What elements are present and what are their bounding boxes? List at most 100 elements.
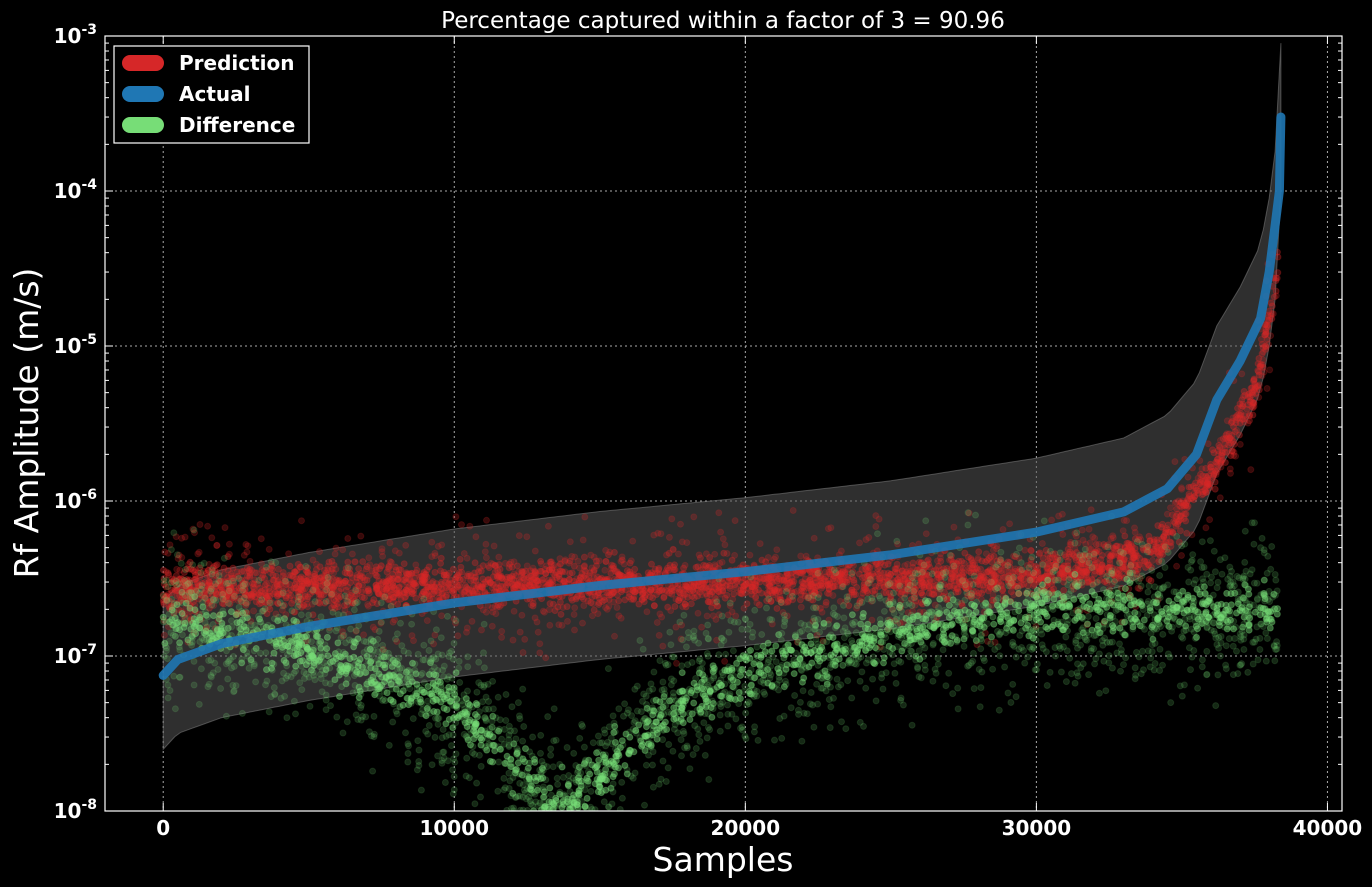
- prediction-point: [459, 576, 467, 583]
- prediction-point: [930, 590, 938, 598]
- prediction-point: [1026, 574, 1034, 582]
- prediction-point: [572, 595, 580, 603]
- prediction-point: [261, 598, 269, 606]
- difference-point: [901, 594, 909, 602]
- prediction-point: [613, 591, 621, 599]
- difference-point: [495, 758, 503, 766]
- prediction-point: [899, 572, 907, 580]
- prediction-point: [438, 612, 446, 620]
- difference-point: [392, 635, 399, 643]
- prediction-point: [824, 580, 832, 588]
- prediction-point: [1178, 552, 1185, 559]
- prediction-point: [588, 564, 596, 572]
- difference-point: [1033, 666, 1040, 674]
- difference-point: [615, 705, 623, 713]
- difference-point: [208, 566, 216, 574]
- prediction-point: [723, 550, 731, 557]
- prediction-point: [1130, 553, 1138, 561]
- difference-point: [1052, 652, 1059, 660]
- prediction-point: [593, 573, 601, 581]
- difference-point: [1015, 544, 1023, 552]
- difference-point: [680, 611, 688, 619]
- difference-point: [724, 710, 732, 718]
- prediction-point: [274, 578, 282, 586]
- prediction-point: [1259, 356, 1267, 364]
- difference-point: [324, 574, 332, 581]
- prediction-point: [481, 548, 489, 556]
- prediction-point: [341, 569, 349, 577]
- prediction-point: [395, 549, 403, 557]
- prediction-point: [1266, 366, 1274, 374]
- difference-point: [1216, 652, 1224, 660]
- prediction-point: [1263, 336, 1271, 343]
- prediction-point: [221, 524, 229, 532]
- difference-point: [1102, 687, 1110, 695]
- prediction-point: [681, 561, 689, 569]
- prediction-point: [1065, 571, 1073, 579]
- difference-point: [463, 754, 471, 762]
- difference-point: [434, 720, 442, 728]
- prediction-point: [351, 558, 359, 566]
- prediction-point: [1150, 540, 1158, 548]
- difference-point: [377, 599, 385, 607]
- prediction-point: [740, 604, 748, 612]
- prediction-point: [195, 582, 203, 590]
- prediction-point: [683, 539, 691, 547]
- difference-point: [544, 713, 552, 721]
- difference-point: [508, 703, 516, 711]
- prediction-point: [822, 601, 830, 609]
- prediction-point: [1086, 539, 1094, 547]
- prediction-point: [812, 579, 819, 587]
- prediction-point: [982, 550, 990, 558]
- prediction-point: [343, 569, 351, 577]
- prediction-point: [756, 540, 764, 548]
- difference-point: [778, 734, 786, 742]
- prediction-point: [1022, 570, 1030, 578]
- prediction-point: [223, 594, 231, 601]
- difference-point: [1173, 532, 1181, 540]
- prediction-point: [1143, 543, 1151, 551]
- prediction-point: [400, 560, 408, 568]
- difference-point: [1207, 579, 1215, 587]
- difference-point: [799, 687, 807, 695]
- prediction-point: [885, 598, 893, 606]
- prediction-point: [179, 593, 187, 601]
- prediction-point: [950, 584, 958, 592]
- difference-point: [164, 694, 172, 702]
- prediction-point: [365, 572, 373, 580]
- prediction-point: [384, 596, 392, 604]
- prediction-point: [848, 586, 856, 594]
- prediction-point: [1016, 572, 1024, 580]
- difference-point: [456, 679, 464, 686]
- difference-point: [425, 647, 433, 654]
- difference-point: [1187, 566, 1195, 574]
- difference-point: [907, 647, 915, 655]
- difference-point: [516, 779, 524, 787]
- prediction-point: [333, 600, 341, 608]
- prediction-point: [1119, 527, 1127, 535]
- difference-point: [306, 702, 314, 710]
- difference-point: [1116, 559, 1124, 567]
- prediction-point: [660, 593, 668, 601]
- difference-point: [641, 801, 648, 809]
- difference-point: [838, 718, 845, 726]
- prediction-point: [298, 517, 305, 525]
- difference-point: [438, 757, 446, 764]
- difference-point: [724, 701, 731, 709]
- prediction-point: [238, 598, 246, 606]
- prediction-point: [876, 577, 884, 585]
- prediction-point: [580, 553, 588, 561]
- prediction-point: [1091, 561, 1099, 569]
- prediction-point: [1037, 585, 1045, 593]
- difference-point: [1135, 653, 1143, 661]
- prediction-point: [1250, 402, 1258, 410]
- prediction-point: [342, 564, 350, 572]
- prediction-point: [864, 589, 871, 597]
- prediction-point: [748, 583, 756, 591]
- prediction-point: [1257, 362, 1265, 370]
- difference-point: [283, 714, 291, 722]
- prediction-point: [196, 521, 204, 528]
- prediction-point: [1272, 277, 1280, 285]
- difference-point: [725, 628, 733, 636]
- prediction-point: [383, 568, 391, 576]
